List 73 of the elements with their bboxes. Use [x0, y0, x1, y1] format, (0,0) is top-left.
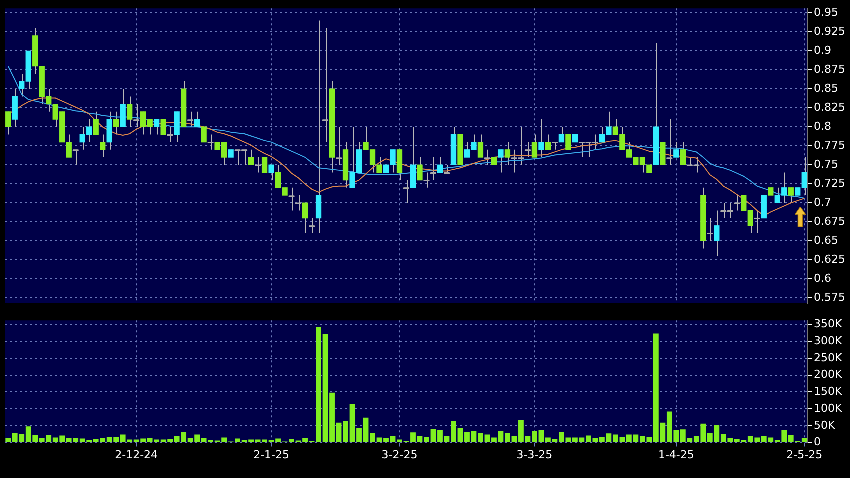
y-tick-label: 0 — [814, 436, 821, 449]
candlestick — [201, 126, 207, 143]
candlestick — [437, 157, 444, 174]
y-tick-label: 0.725 — [814, 176, 846, 190]
candlestick — [127, 96, 133, 128]
candlestick — [504, 142, 511, 166]
y-tick-label: 0.85 — [814, 82, 838, 95]
y-tick-label: 0.6 — [814, 272, 832, 285]
candlestick — [100, 134, 106, 158]
x-tick-label: 2-1-25 — [254, 448, 290, 462]
y-tick-label: 350K — [814, 318, 843, 331]
candlestick — [498, 149, 504, 174]
candlestick — [114, 111, 120, 136]
candlestick — [316, 20, 322, 234]
x-tick-label: 2-12-24 — [115, 448, 158, 462]
x-tick-label: 1-4-25 — [658, 448, 694, 462]
candlestick — [674, 142, 680, 158]
y-tick-label: 250K — [814, 351, 843, 364]
x-tick-label: 2-5-25 — [786, 448, 823, 462]
candlestick — [6, 111, 12, 136]
candlestick — [660, 142, 666, 166]
y-tick-label: 50K — [814, 418, 836, 432]
candlestick — [545, 134, 552, 150]
candlestick — [336, 126, 343, 166]
y-tick-label: 150K — [814, 385, 843, 398]
candlestick — [248, 149, 254, 166]
y-tick-label: 0.65 — [814, 234, 838, 247]
candlestick — [566, 134, 572, 150]
candlestick — [93, 111, 99, 136]
candlestick — [410, 126, 416, 188]
candlestick — [160, 119, 166, 136]
candlestick — [478, 134, 484, 158]
candlestick — [194, 111, 200, 128]
y-tick-label: 0.675 — [814, 214, 846, 228]
y-tick-label: 100K — [814, 402, 843, 415]
y-tick-label: 0.9 — [814, 44, 832, 58]
candlestick — [761, 195, 767, 219]
candlestick — [187, 111, 194, 128]
candlestick — [302, 202, 308, 234]
candlestick — [322, 28, 330, 143]
candlestick — [558, 126, 565, 143]
candlestick — [484, 149, 491, 166]
candlestick — [396, 149, 403, 181]
candlestick — [120, 88, 126, 128]
candlestick — [417, 157, 423, 181]
y-tick-label: 300K — [814, 334, 843, 348]
candlestick — [666, 119, 674, 166]
y-tick-label: 0.625 — [814, 252, 846, 266]
candlestick — [154, 119, 160, 136]
candlestick — [174, 111, 180, 143]
x-tick-label: 3-3-25 — [516, 448, 553, 462]
candlestick — [532, 134, 538, 158]
candlestick — [714, 210, 720, 257]
candlestick — [268, 164, 274, 181]
y-tick-label: 0.825 — [814, 100, 846, 114]
y-tick-label: 0.8 — [814, 120, 832, 133]
candlestick — [12, 88, 18, 128]
candlestick — [106, 111, 112, 150]
y-tick-label: 0.775 — [814, 138, 846, 152]
candlestick — [538, 119, 544, 158]
y-tick-label: 0.925 — [814, 25, 846, 38]
y-tick-label: 0.75 — [814, 158, 838, 171]
y-tick-label: 200K — [814, 368, 843, 382]
candlestick — [788, 187, 794, 204]
y-tick-label: 0.95 — [814, 6, 838, 20]
y-tick-label: 0.7 — [814, 196, 832, 209]
candlestick — [133, 104, 140, 128]
x-tick-label: 3-2-25 — [382, 448, 418, 462]
candlestick — [288, 187, 296, 212]
candlestick — [680, 142, 686, 166]
y-tick-label: 0.575 — [814, 290, 846, 304]
y-tick-label: 0.875 — [814, 63, 846, 76]
candlestick — [262, 157, 268, 174]
